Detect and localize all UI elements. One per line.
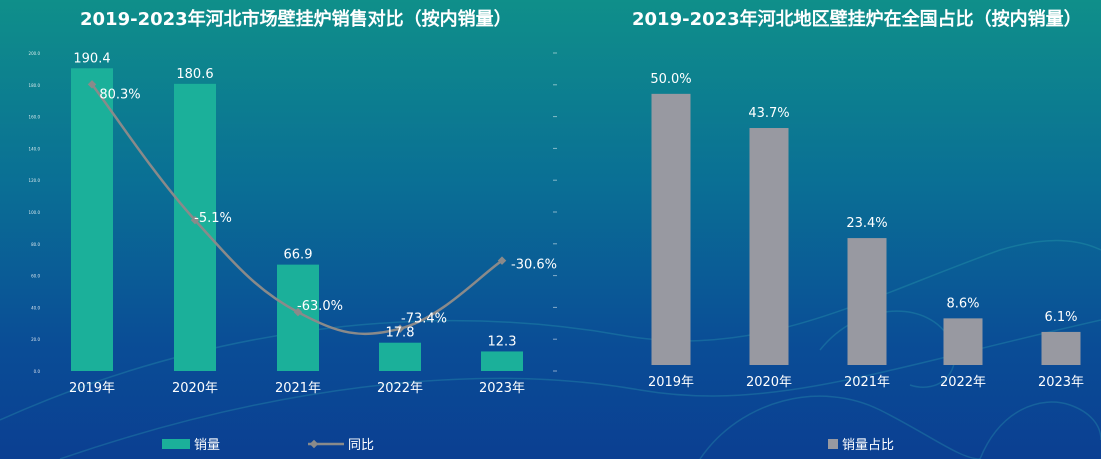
sales-bar[interactable] (174, 83, 216, 371)
share-value-label: 23.4% (846, 216, 887, 231)
share-value-label: 50.0% (650, 72, 691, 87)
sales-bar[interactable] (481, 351, 523, 371)
yoy-point[interactable] (190, 215, 200, 225)
legend-item-yoy[interactable]: 同比 (308, 434, 374, 453)
legend-item-share[interactable]: 销量占比 (828, 434, 894, 453)
legend-item-sales[interactable]: 销量 (162, 434, 220, 453)
yoy-point[interactable] (87, 80, 97, 89)
sales-value-label: 66.9 (284, 248, 313, 263)
x-tick-label: 2019年 (69, 381, 115, 396)
legend-swatch-yoy (308, 439, 344, 448)
x-tick-label: 2021年 (275, 381, 321, 396)
yoy-value-label: 80.3% (99, 87, 140, 102)
sales-bar[interactable] (71, 68, 113, 371)
left-chart-title: 2019-2023年河北市场壁挂炉销售对比（按内销量） (80, 9, 512, 30)
yoy-point[interactable] (395, 324, 405, 333)
y-tick-label: 60.0 (31, 274, 40, 279)
x-tick-label: 2020年 (746, 375, 792, 390)
share-bar[interactable] (847, 238, 887, 365)
y-tick-label: 120.0 (29, 178, 41, 183)
sales-value-label: 180.6 (176, 67, 213, 82)
yoy-value-label: -30.6% (511, 258, 557, 273)
y-tick-label: 80.0 (31, 242, 40, 247)
y-tick-label: 100.0 (29, 210, 41, 215)
yoy-value-label: -73.4% (401, 312, 447, 327)
sales-value-label: 190.4 (73, 51, 110, 66)
share-value-label: 6.1% (1044, 310, 1077, 325)
x-tick-label: 2022年 (377, 381, 423, 396)
x-tick-label: 2021年 (844, 375, 890, 390)
share-bar[interactable] (651, 93, 691, 365)
yoy-value-label: -63.0% (297, 299, 343, 314)
legend-label-sales: 销量 (194, 438, 221, 453)
legend-label-share: 销量占比 (842, 438, 895, 453)
x-tick-label: 2022年 (940, 375, 986, 390)
share-bar[interactable] (943, 318, 983, 365)
y-tick-label: 0.0 (34, 369, 41, 374)
x-tick-label: 2019年 (648, 375, 694, 390)
share-bar[interactable] (1041, 331, 1081, 365)
y-tick-label: 20.0 (31, 337, 40, 342)
share-value-label: 43.7% (748, 106, 789, 121)
yoy-point[interactable] (293, 307, 303, 317)
x-tick-label: 2023年 (1038, 375, 1084, 390)
yoy-value-label: -5.1% (194, 211, 232, 226)
yoy-series-line (91, 83, 503, 336)
legend-label-yoy: 同比 (348, 438, 375, 453)
sales-bar[interactable] (277, 264, 319, 371)
x-tick-label: 2023年 (479, 381, 525, 396)
share-bar[interactable] (749, 128, 789, 365)
sales-value-label: 12.3 (488, 334, 517, 349)
share-value-label: 8.6% (946, 296, 979, 311)
yoy-point[interactable] (497, 256, 507, 265)
x-tick-label: 2020年 (172, 381, 218, 396)
y-tick-label: 40.0 (31, 305, 40, 310)
sales-value-label: 17.8 (386, 326, 415, 341)
y-tick-label: 180.0 (29, 83, 41, 88)
legend-swatch-sales (162, 438, 190, 449)
sales-bar[interactable] (379, 342, 421, 371)
legend-swatch-share (828, 438, 838, 449)
y-tick-label: 200.0 (29, 51, 41, 56)
y-tick-label: 160.0 (29, 115, 41, 120)
y-tick-label: 140.0 (29, 146, 41, 151)
right-chart-title: 2019-2023年河北地区壁挂炉在全国占比（按内销量） (632, 9, 1082, 30)
